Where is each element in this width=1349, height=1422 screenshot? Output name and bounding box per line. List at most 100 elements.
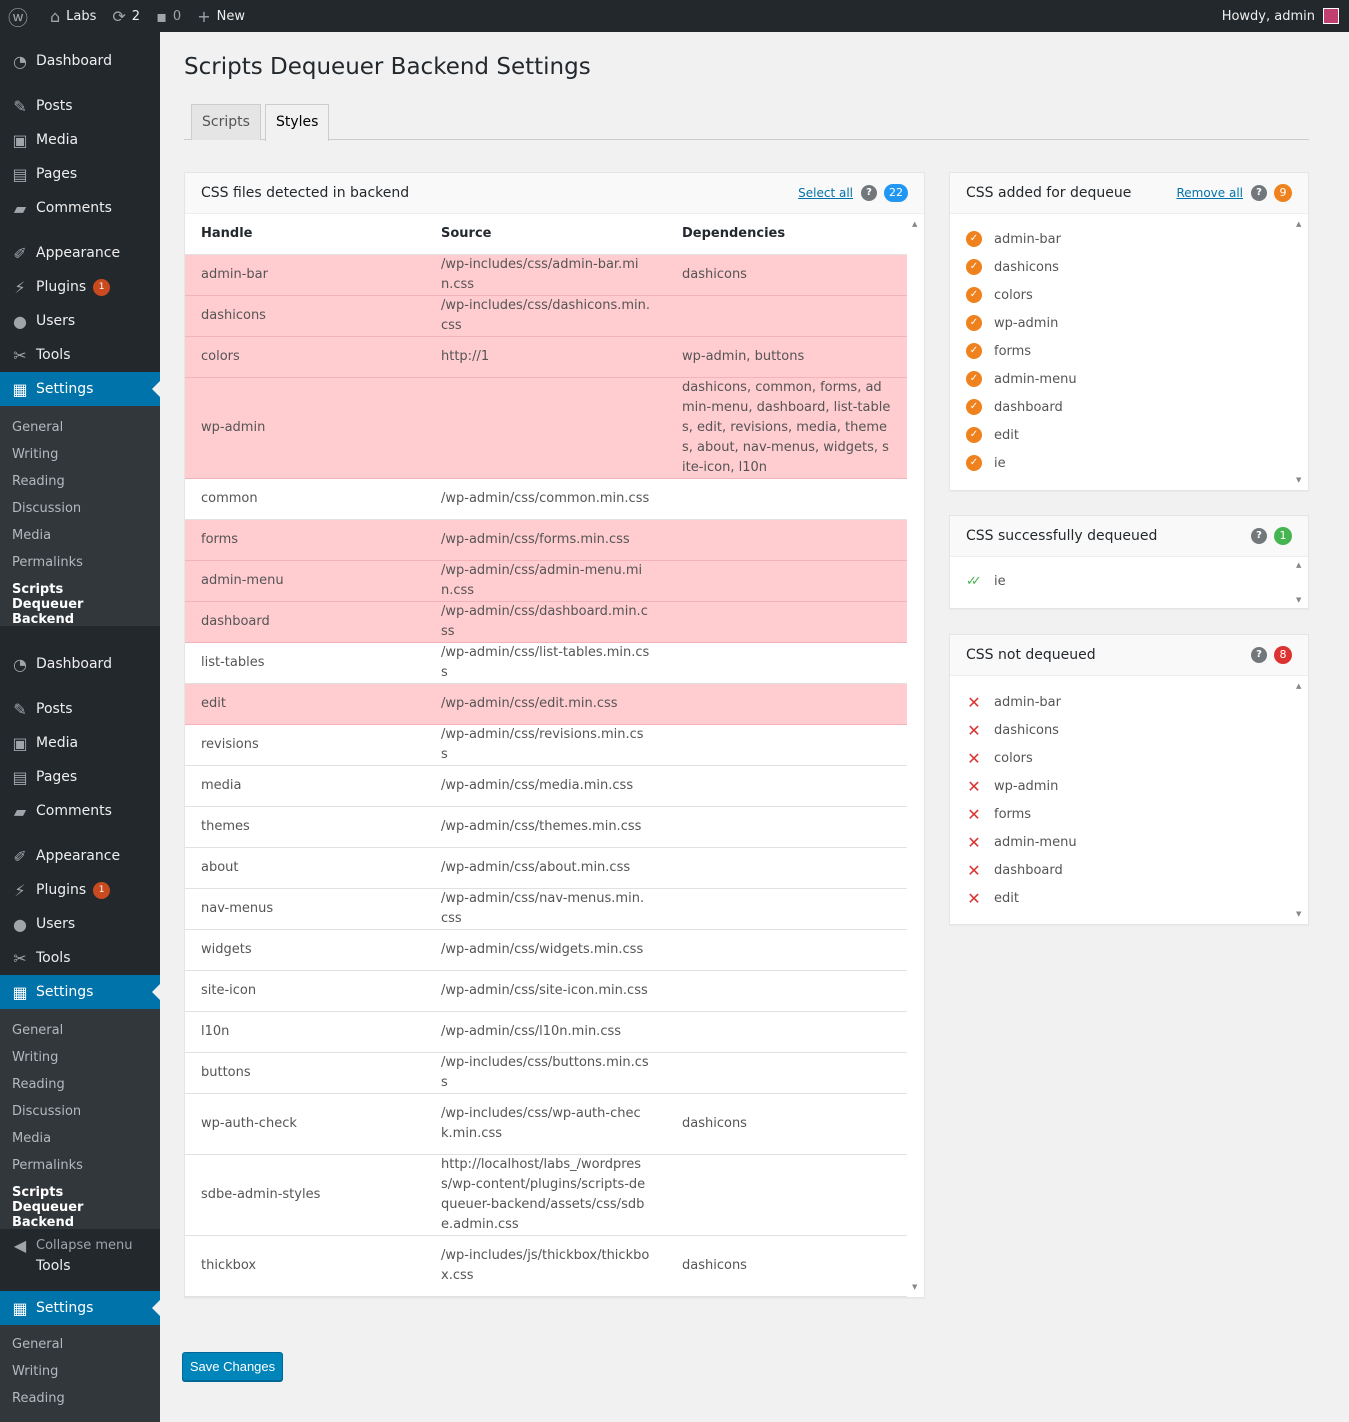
scroll-up-icon[interactable]: ▲ — [1296, 561, 1302, 569]
list-item[interactable]: ✓ wp-admin — [966, 315, 1058, 331]
table-row[interactable]: thickbox/wp-includes/js/thickbox/thickbo… — [185, 1235, 907, 1297]
comments-link[interactable]: ▪ 0 — [156, 6, 182, 26]
submenu-item-writing[interactable]: Writing — [12, 1050, 59, 1065]
submenu-item-permalinks[interactable]: Permalinks — [12, 555, 83, 570]
sidebar-item-posts[interactable]: ✎ Posts — [0, 89, 160, 123]
sidebar-item-users[interactable]: ● Users — [0, 907, 160, 941]
sidebar-item-settings[interactable]: ▦ Settings — [0, 1291, 160, 1325]
scroll-down-icon[interactable]: ▼ — [1296, 476, 1302, 484]
table-row[interactable]: edit/wp-admin/css/edit.min.css — [185, 683, 907, 725]
updates-link[interactable]: ⟳ 2 — [112, 6, 141, 26]
list-item[interactable]: ✓ colors — [966, 287, 1033, 303]
added-scrollbar[interactable]: ▲ ▼ — [1292, 214, 1308, 490]
table-row[interactable]: dashicons/wp-includes/css/dashicons.min.… — [185, 295, 907, 337]
sidebar-item-tools[interactable]: Tools — [0, 1258, 160, 1274]
table-row[interactable]: media/wp-admin/css/media.min.css — [185, 765, 907, 807]
select-all-link[interactable]: Select all — [798, 186, 853, 200]
submenu-item-writing[interactable]: Writing — [12, 1364, 59, 1379]
not-dequeued-scrollbar[interactable]: ▲ ▼ — [1292, 676, 1308, 924]
list-item[interactable]: ✓ admin-menu — [966, 371, 1077, 387]
table-row[interactable]: widgets/wp-admin/css/widgets.min.css — [185, 929, 907, 971]
scroll-down-icon[interactable]: ▼ — [1296, 596, 1302, 604]
sidebar-item-appearance[interactable]: ✐ Appearance — [0, 839, 160, 873]
submenu-item-media[interactable]: Media — [12, 528, 52, 543]
list-item[interactable]: ✓ dashboard — [966, 399, 1063, 415]
submenu-item-scripts-dequeuer-backend[interactable]: Scripts Dequeuer Backend — [12, 582, 84, 627]
submenu-item-general[interactable]: General — [12, 1023, 64, 1038]
submenu-item-writing[interactable]: Writing — [12, 447, 59, 462]
list-item[interactable]: ✓ dashicons — [966, 259, 1059, 275]
help-icon[interactable]: ? — [1251, 528, 1267, 544]
list-item[interactable]: ✓ forms — [966, 343, 1031, 359]
sidebar-item-comments[interactable]: ▰ Comments — [0, 794, 160, 828]
submenu-item-general[interactable]: General — [12, 420, 64, 435]
table-row[interactable]: list-tables/wp-admin/css/list-tables.min… — [185, 642, 907, 684]
remove-all-link[interactable]: Remove all — [1176, 186, 1243, 200]
submenu-item-discussion[interactable]: Discussion — [12, 1104, 82, 1119]
submenu-item-permalinks[interactable]: Permalinks — [12, 1158, 83, 1173]
scroll-down-icon[interactable]: ▼ — [1296, 910, 1302, 918]
sidebar-item-tools[interactable]: ✂ Tools — [0, 941, 160, 975]
table-row[interactable]: forms/wp-admin/css/forms.min.css — [185, 519, 907, 561]
table-row[interactable]: admin-menu/wp-admin/css/admin-menu.min.c… — [185, 560, 907, 602]
detected-scrollbar[interactable]: ▲ ▼ — [908, 214, 924, 1297]
submenu-item-scripts-dequeuer-backend[interactable]: Scripts Dequeuer Backend — [12, 1185, 84, 1230]
list-item[interactable]: ✓ edit — [966, 427, 1019, 443]
submenu-item-media[interactable]: Media — [12, 1131, 52, 1146]
table-row[interactable]: buttons/wp-includes/css/buttons.min.css — [185, 1052, 907, 1094]
table-row[interactable]: common/wp-admin/css/common.min.css — [185, 478, 907, 520]
sidebar-item-label: Settings — [36, 381, 94, 397]
table-row[interactable]: colors http://1 wp-admin, buttons — [185, 336, 907, 378]
submenu-item-reading[interactable]: Reading — [12, 474, 65, 489]
sidebar-item-settings[interactable]: ▦ Settings — [0, 975, 160, 1009]
sidebar-item-dashboard[interactable]: ◔ Dashboard — [0, 44, 160, 78]
dequeued-scrollbar[interactable]: ▲ ▼ — [1292, 557, 1308, 608]
sidebar-item-settings[interactable]: ▦ Settings — [0, 372, 160, 406]
table-row[interactable]: l10n/wp-admin/css/l10n.min.css — [185, 1011, 907, 1053]
sidebar-item-pages[interactable]: ▤ Pages — [0, 760, 160, 794]
table-row[interactable]: dashboard/wp-admin/css/dashboard.min.css — [185, 601, 907, 643]
sidebar-item-tools[interactable]: ✂ Tools — [0, 338, 160, 372]
site-name-link[interactable]: ⌂ Labs — [50, 6, 97, 26]
table-row[interactable]: revisions/wp-admin/css/revisions.min.css — [185, 724, 907, 766]
save-changes-button[interactable]: Save Changes — [182, 1352, 283, 1381]
sidebar-item-media[interactable]: ▣ Media — [0, 123, 160, 157]
submenu-item-discussion[interactable]: Discussion — [12, 501, 82, 516]
sidebar-item-media[interactable]: ▣ Media — [0, 726, 160, 760]
submenu-item-reading[interactable]: Reading — [12, 1077, 65, 1092]
sidebar-item-appearance[interactable]: ✐ Appearance — [0, 236, 160, 270]
help-icon[interactable]: ? — [861, 185, 877, 201]
sidebar-item-pages[interactable]: ▤ Pages — [0, 157, 160, 191]
submenu-item-general[interactable]: General — [12, 1337, 64, 1352]
collapse-menu-button[interactable]: ◀ Collapse menu — [0, 1228, 160, 1262]
table-row[interactable]: wp-auth-check/wp-includes/css/wp-auth-ch… — [185, 1093, 907, 1155]
new-content-link[interactable]: + New — [197, 6, 245, 26]
scroll-up-icon[interactable]: ▲ — [912, 220, 918, 228]
sidebar-item-users[interactable]: ● Users — [0, 304, 160, 338]
tab-scripts[interactable]: Scripts — [191, 104, 261, 140]
scroll-up-icon[interactable]: ▲ — [1296, 682, 1302, 690]
scroll-down-icon[interactable]: ▼ — [912, 1283, 918, 1291]
sidebar-item-plugins[interactable]: ⚡ Plugins 1 — [0, 873, 160, 907]
cell-source: /wp-includes/css/wp-auth-check.min.css — [425, 1093, 666, 1155]
sidebar-item-dashboard[interactable]: ◔ Dashboard — [0, 647, 160, 681]
list-item[interactable]: ✓ ie — [966, 455, 1006, 471]
list-item[interactable]: ✓ admin-bar — [966, 231, 1061, 247]
table-row[interactable]: about/wp-admin/css/about.min.css — [185, 847, 907, 889]
submenu-item-reading[interactable]: Reading — [12, 1391, 65, 1406]
sidebar-item-comments[interactable]: ▰ Comments — [0, 191, 160, 225]
tab-styles[interactable]: Styles — [265, 104, 330, 141]
table-row[interactable]: admin-bar/wp-includes/css/admin-bar.min.… — [185, 254, 907, 296]
sidebar-item-posts[interactable]: ✎ Posts — [0, 692, 160, 726]
help-icon[interactable]: ? — [1251, 647, 1267, 663]
scroll-up-icon[interactable]: ▲ — [1296, 220, 1302, 228]
wordpress-logo-icon[interactable]: ⓦ — [8, 5, 28, 30]
table-row[interactable]: sdbe-admin-styles http://localhost/labs_/… — [185, 1154, 907, 1236]
table-row[interactable]: site-icon/wp-admin/css/site-icon.min.css — [185, 970, 907, 1012]
table-row[interactable]: themes/wp-admin/css/themes.min.css — [185, 806, 907, 848]
my-account[interactable]: Howdy, admin — [1222, 8, 1349, 24]
help-icon[interactable]: ? — [1251, 185, 1267, 201]
sidebar-item-plugins[interactable]: ⚡ Plugins 1 — [0, 270, 160, 304]
table-row[interactable]: nav-menus/wp-admin/css/nav-menus.min.css — [185, 888, 907, 930]
table-row[interactable]: wp-admin dashicons, common, forms, admin-… — [185, 377, 907, 479]
